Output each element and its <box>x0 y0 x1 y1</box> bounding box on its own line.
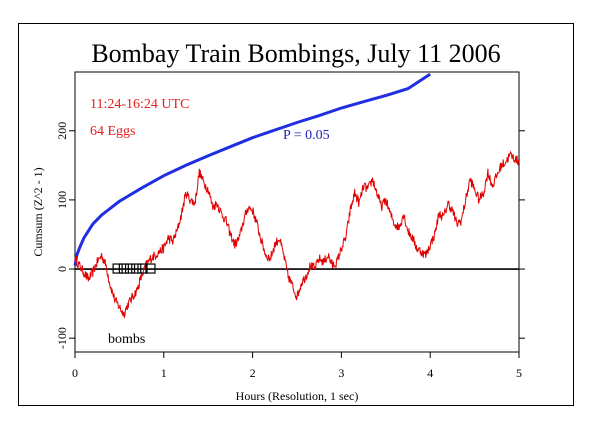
annotation-time-range: 11:24-16:24 UTC <box>90 97 189 112</box>
x-tick-label-5: 5 <box>516 366 522 380</box>
x-tick-label-2: 2 <box>250 366 256 380</box>
x-tick-label-4: 4 <box>427 366 433 380</box>
y-tick-label-1: 0 <box>55 266 69 272</box>
y-axis-label: Cumsum (Z^2 - 1) <box>31 167 45 256</box>
bomb-marker-5 <box>145 263 156 274</box>
bomb-marker-0 <box>112 263 123 274</box>
annotation-eggs: 64 Eggs <box>90 124 136 139</box>
bomb-marker-3 <box>131 263 142 274</box>
x-tick-label-0: 0 <box>72 366 78 380</box>
x-axis-label: Hours (Resolution, 1 sec) <box>236 389 359 403</box>
plot-area: 0 1 2 3 4 5 -100 0 100 200 <box>55 71 525 380</box>
annotation-bombs: bombs <box>108 332 145 347</box>
plot-border <box>74 71 520 353</box>
chart-title: Bombay Train Bombings, July 11 2006 <box>91 39 500 68</box>
chart-frame <box>18 23 574 406</box>
x-tick-label-1: 1 <box>161 366 167 380</box>
bomb-marker-1 <box>118 263 129 274</box>
series-cumsum-line <box>74 150 520 319</box>
x-tick-label-3: 3 <box>338 366 344 380</box>
y-tick-label-0: -100 <box>55 327 69 349</box>
bomb-marker-2 <box>124 263 136 274</box>
axis-ticks: 0 1 2 3 4 5 -100 0 100 200 <box>55 122 525 380</box>
annotation-p-value: P = 0.05 <box>283 128 330 143</box>
y-tick-label-2: 100 <box>55 191 69 209</box>
bomb-markers <box>112 263 156 274</box>
bomb-marker-4 <box>137 263 148 274</box>
series-p-threshold-curve <box>73 72 432 266</box>
y-tick-label-3: 200 <box>55 122 69 140</box>
